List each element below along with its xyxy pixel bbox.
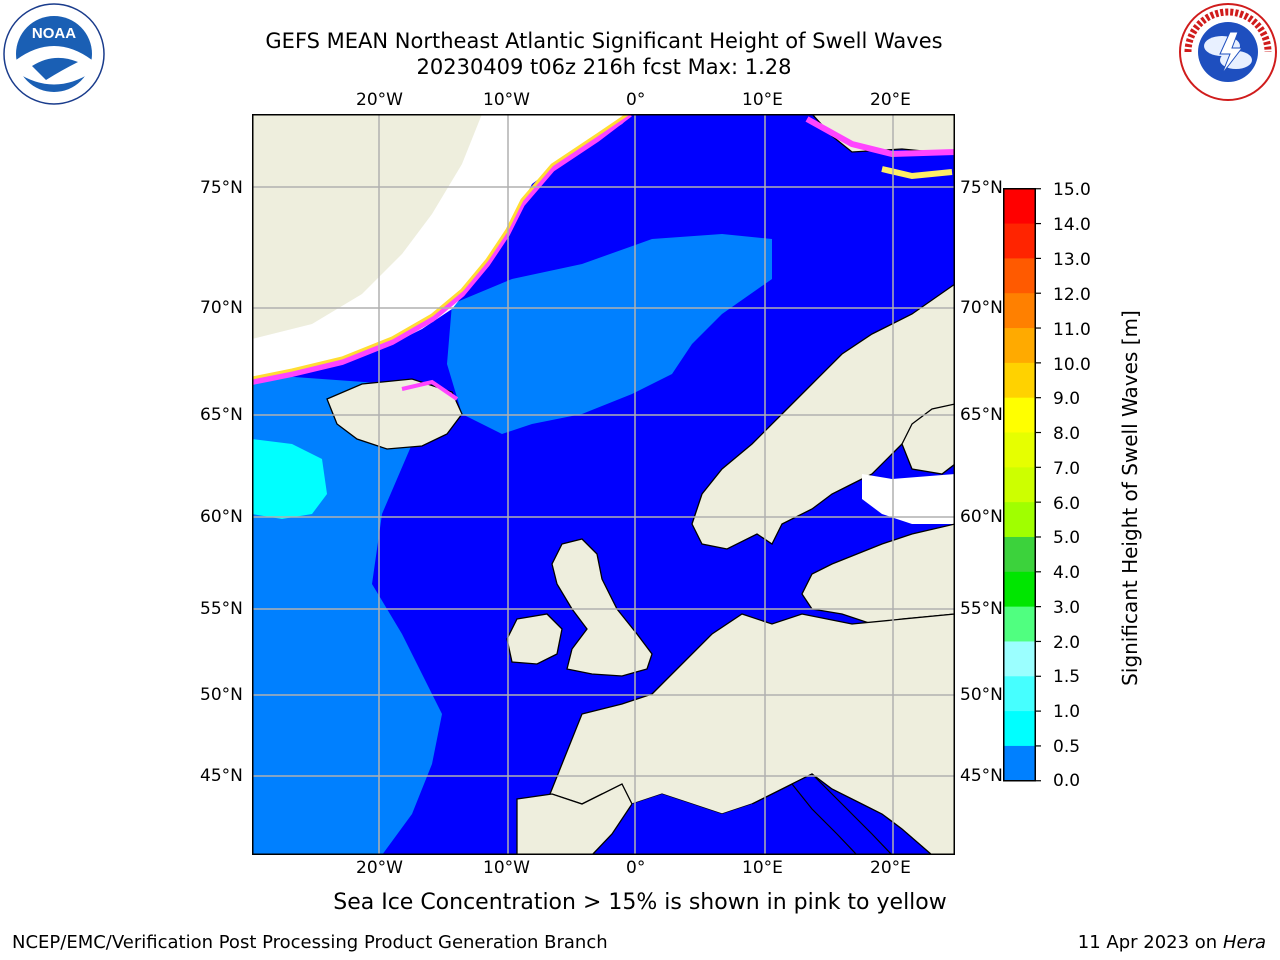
lon-tick-bottom: 10°E [742,858,783,878]
noaa-logo-text: NOAA [32,25,76,42]
colorbar-label: 1.5 [1053,667,1081,687]
lon-tick-top: 20°E [870,90,911,110]
lon-tick-top: 0° [626,90,646,110]
lon-tick-bottom: 20°W [356,858,403,878]
colorbar-label: 14.0 [1053,215,1091,235]
colorbar-label: 0.0 [1053,771,1081,791]
noaa-logo: NOAA [3,3,105,105]
lat-tick-left: 70°N [200,298,243,318]
lat-tick-right: 75°N [960,178,1003,198]
nws-logo [1179,3,1277,101]
lon-tick-top: 10°W [483,90,530,110]
lat-tick-left: 75°N [200,178,243,198]
colorbar-label: 3.0 [1053,598,1081,618]
colorbar-cell [1003,745,1036,782]
colorbar-label: 6.0 [1053,494,1081,514]
colorbar-cell [1003,606,1036,642]
footer-branch: NCEP/EMC/Verification Post Processing Pr… [12,932,608,953]
colorbar-label: 4.0 [1053,563,1081,583]
sea-ice-caption: Sea Ice Concentration > 15% is shown in … [333,890,947,915]
colorbar-label: 1.0 [1053,702,1081,722]
lat-tick-left: 45°N [200,766,243,786]
lat-tick-left: 65°N [200,405,243,425]
colorbar-cell [1003,641,1036,677]
colorbar-cell [1003,676,1036,712]
colorbar-cell [1003,328,1036,364]
colorbar-cell [1003,536,1036,573]
colorbar-cell [1003,293,1036,329]
lon-tick-bottom: 20°E [870,858,911,878]
lat-tick-right: 45°N [960,766,1003,786]
colorbar-label: 12.0 [1053,285,1091,305]
lat-tick-left: 50°N [200,685,243,705]
lat-tick-left: 55°N [200,599,243,619]
colorbar-label: 11.0 [1053,320,1091,340]
colorbar-label: 5.0 [1053,528,1081,548]
colorbar-label: 7.0 [1053,459,1081,479]
footer-host: Hera [1222,932,1266,953]
lon-tick-top: 20°W [356,90,403,110]
map-subtitle: 20230409 t06z 216h fcst Max: 1.28 [416,55,792,79]
colorbar-title: Significant Height of Swell Waves [m] [1118,310,1142,686]
colorbar-cell [1003,502,1036,538]
colorbar-label: 8.0 [1053,424,1081,444]
colorbar-cell [1003,258,1036,294]
lat-tick-right: 60°N [960,507,1003,527]
colorbar-cell [1003,223,1036,259]
colorbar-label: 13.0 [1053,250,1091,270]
colorbar-label: 9.0 [1053,389,1081,409]
colorbar-cell [1003,467,1036,503]
map-title: GEFS MEAN Northeast Atlantic Significant… [265,29,943,53]
lat-tick-left: 60°N [200,507,243,527]
colorbar-cell [1003,397,1036,434]
swell-height-map [252,114,955,855]
colorbar-label: 10.0 [1053,355,1091,375]
colorbar-cell [1003,362,1036,399]
colorbar-label: 0.5 [1053,737,1081,757]
footer-date-text: 11 Apr 2023 on [1077,932,1223,953]
lat-tick-right: 55°N [960,599,1003,619]
colorbar-label: 15.0 [1053,180,1091,200]
lat-tick-right: 65°N [960,405,1003,425]
lon-tick-top: 10°E [742,90,783,110]
colorbar-cell [1003,711,1036,747]
lon-tick-bottom: 0° [626,858,646,878]
colorbar-cell [1003,571,1036,608]
colorbar-cell [1003,188,1036,225]
lat-tick-right: 70°N [960,298,1003,318]
lat-tick-right: 50°N [960,685,1003,705]
colorbar [1003,188,1041,782]
footer-date: 11 Apr 2023 on Hera [1078,932,1266,953]
lon-tick-bottom: 10°W [483,858,530,878]
colorbar-cell [1003,432,1036,468]
colorbar-label: 2.0 [1053,633,1081,653]
